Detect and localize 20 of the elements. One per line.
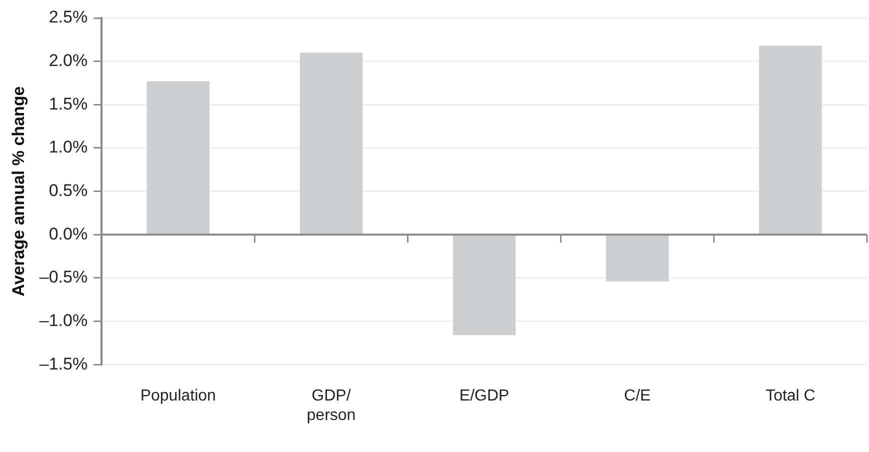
y-tick-label: 2.5% bbox=[48, 8, 88, 27]
x-tick-label: Total C bbox=[766, 388, 816, 405]
y-tick-label: 1.5% bbox=[48, 94, 88, 114]
bar bbox=[146, 81, 210, 234]
bar bbox=[759, 46, 822, 234]
y-tick-label: 2.0% bbox=[48, 51, 88, 70]
x-tick-label: C/E bbox=[624, 388, 651, 405]
bar bbox=[452, 235, 516, 336]
x-tick-label: Population bbox=[140, 388, 216, 405]
y-tick-label: 0.0% bbox=[48, 224, 88, 244]
x-tick-label: GDP/ person bbox=[306, 388, 356, 424]
y-tick-label: 1.0% bbox=[48, 138, 88, 157]
x-tick-label: E/GDP bbox=[459, 388, 510, 405]
y-tick-label: –1.5% bbox=[39, 354, 88, 374]
y-tick-label: –0.5% bbox=[39, 268, 88, 287]
y-tick-label: 0.5% bbox=[48, 180, 88, 200]
y-axis-title: Average annual % change bbox=[8, 86, 28, 296]
y-tick-label: –1.0% bbox=[39, 310, 88, 330]
bar bbox=[606, 235, 669, 282]
bar bbox=[300, 52, 363, 234]
